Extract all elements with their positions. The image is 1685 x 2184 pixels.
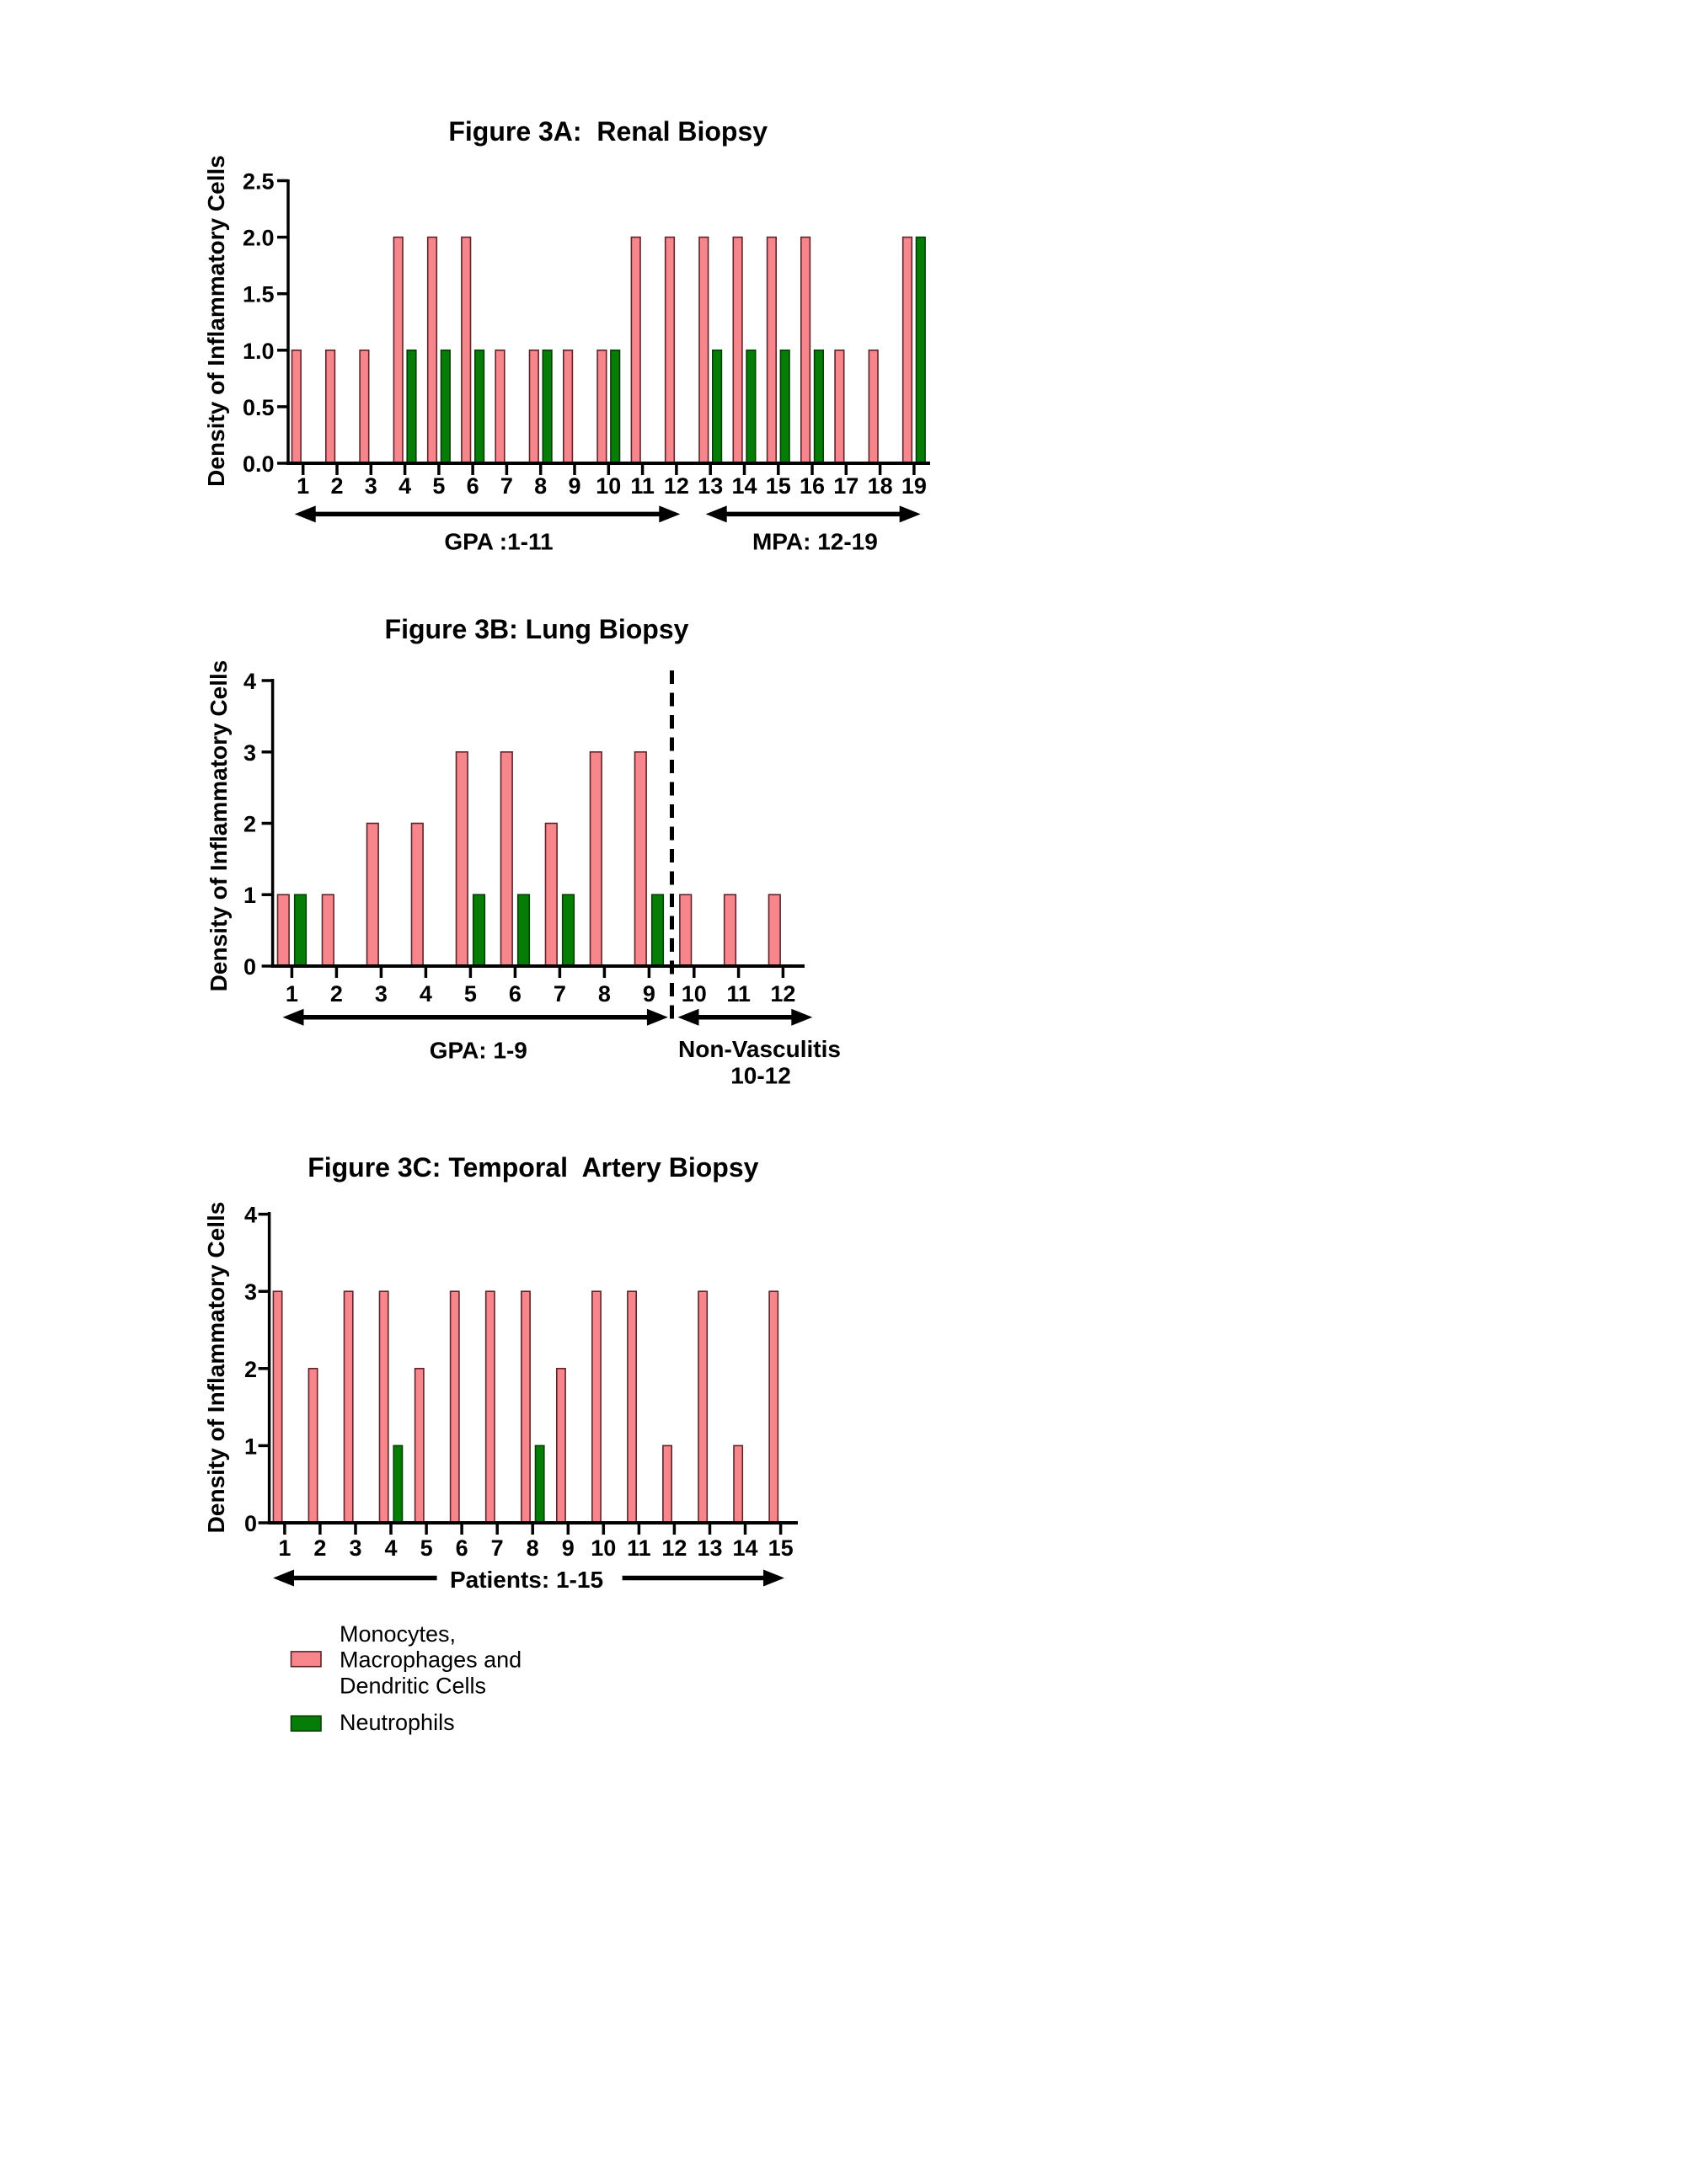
svg-text:14: 14 bbox=[732, 1535, 757, 1561]
svg-text:15: 15 bbox=[768, 1535, 794, 1561]
svg-text:7: 7 bbox=[491, 1535, 504, 1561]
svg-text:2.0: 2.0 bbox=[243, 226, 275, 251]
svg-text:14: 14 bbox=[731, 473, 757, 499]
svg-text:18: 18 bbox=[868, 473, 893, 499]
svg-text:11: 11 bbox=[726, 981, 751, 1007]
svg-text:16: 16 bbox=[800, 473, 825, 499]
svg-text:4: 4 bbox=[384, 1535, 397, 1561]
svg-text:Non-Vasculitis: Non-Vasculitis bbox=[678, 1036, 841, 1062]
svg-text:MPA: 12-19: MPA: 12-19 bbox=[752, 529, 878, 555]
svg-text:0: 0 bbox=[243, 954, 256, 980]
svg-text:5: 5 bbox=[464, 981, 477, 1007]
svg-text:1.5: 1.5 bbox=[243, 282, 275, 307]
svg-text:5: 5 bbox=[420, 1535, 433, 1561]
svg-text:6: 6 bbox=[467, 473, 479, 499]
svg-text:9: 9 bbox=[643, 981, 655, 1007]
svg-text:0.0: 0.0 bbox=[243, 451, 275, 477]
svg-text:13: 13 bbox=[697, 1535, 722, 1561]
svg-text:3: 3 bbox=[375, 981, 388, 1007]
svg-text:3: 3 bbox=[349, 1535, 361, 1561]
svg-text:10: 10 bbox=[682, 981, 707, 1007]
svg-text:Density of Inflammatory Cells: Density of Inflammatory Cells bbox=[206, 660, 232, 992]
svg-text:2.5: 2.5 bbox=[243, 169, 275, 195]
svg-text:1: 1 bbox=[243, 883, 256, 908]
svg-text:2: 2 bbox=[330, 981, 343, 1007]
svg-text:4: 4 bbox=[399, 473, 411, 499]
svg-text:7: 7 bbox=[554, 981, 566, 1007]
svg-text:Figure 3C: Temporal Artery Bi: Figure 3C: Temporal Artery Biopsy bbox=[308, 1152, 758, 1183]
svg-text:GPA: 1-9: GPA: 1-9 bbox=[430, 1038, 527, 1064]
svg-text:19: 19 bbox=[901, 473, 927, 499]
svg-text:6: 6 bbox=[509, 981, 522, 1007]
svg-text:8: 8 bbox=[598, 981, 611, 1007]
svg-text:8: 8 bbox=[534, 473, 547, 499]
svg-text:4: 4 bbox=[243, 669, 256, 694]
svg-text:Monocytes,: Monocytes, bbox=[340, 1621, 456, 1647]
svg-text:Density of Inflammatory Cells: Density of Inflammatory Cells bbox=[203, 1202, 229, 1534]
svg-text:GPA :1-11: GPA :1-11 bbox=[444, 529, 553, 555]
svg-text:13: 13 bbox=[698, 473, 723, 499]
svg-text:5: 5 bbox=[432, 473, 445, 499]
svg-text:4: 4 bbox=[420, 981, 432, 1007]
svg-text:0.5: 0.5 bbox=[243, 395, 275, 420]
svg-text:11: 11 bbox=[630, 473, 655, 499]
svg-text:1: 1 bbox=[244, 1434, 257, 1459]
svg-text:10: 10 bbox=[591, 1535, 616, 1561]
svg-text:12: 12 bbox=[770, 981, 795, 1007]
svg-text:0: 0 bbox=[244, 1511, 257, 1536]
svg-text:8: 8 bbox=[527, 1535, 539, 1561]
svg-text:3: 3 bbox=[243, 740, 256, 766]
svg-text:Patients: 1-15: Patients: 1-15 bbox=[450, 1567, 603, 1593]
svg-text:3: 3 bbox=[365, 473, 377, 499]
svg-text:2: 2 bbox=[330, 473, 343, 499]
svg-text:12: 12 bbox=[661, 1535, 687, 1561]
svg-text:Neutrophils: Neutrophils bbox=[340, 1710, 455, 1735]
svg-text:12: 12 bbox=[664, 473, 689, 499]
svg-text:10: 10 bbox=[596, 473, 621, 499]
svg-text:1: 1 bbox=[286, 981, 298, 1007]
svg-text:Figure 3B: Lung Biopsy: Figure 3B: Lung Biopsy bbox=[385, 614, 689, 644]
svg-text:7: 7 bbox=[500, 473, 513, 499]
svg-text:Figure 3A: Renal Biopsy: Figure 3A: Renal Biopsy bbox=[448, 116, 768, 147]
svg-text:1: 1 bbox=[278, 1535, 291, 1561]
svg-text:2: 2 bbox=[243, 812, 256, 837]
svg-text:Density of Inflammatory Cells: Density of Inflammatory Cells bbox=[203, 155, 229, 487]
svg-text:6: 6 bbox=[456, 1535, 468, 1561]
svg-text:1: 1 bbox=[297, 473, 309, 499]
svg-text:Dendritic Cells: Dendritic Cells bbox=[340, 1674, 486, 1699]
svg-text:11: 11 bbox=[627, 1535, 651, 1561]
svg-text:1.0: 1.0 bbox=[243, 339, 275, 364]
svg-text:Macrophages and: Macrophages and bbox=[340, 1647, 522, 1672]
svg-text:3: 3 bbox=[244, 1279, 257, 1305]
svg-text:15: 15 bbox=[766, 473, 791, 499]
svg-text:10-12: 10-12 bbox=[730, 1063, 791, 1089]
svg-text:2: 2 bbox=[244, 1357, 257, 1382]
svg-text:2: 2 bbox=[313, 1535, 326, 1561]
svg-text:9: 9 bbox=[562, 1535, 575, 1561]
svg-text:17: 17 bbox=[833, 473, 859, 499]
svg-text:4: 4 bbox=[244, 1203, 257, 1228]
svg-text:9: 9 bbox=[568, 473, 580, 499]
